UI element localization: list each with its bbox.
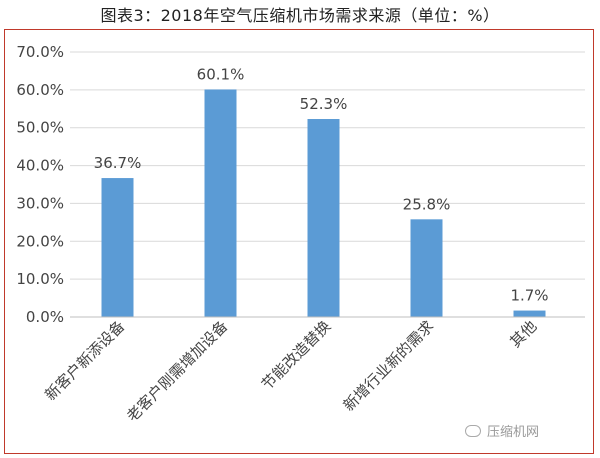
data-label: 1.7% <box>510 287 548 305</box>
bar <box>513 310 546 317</box>
data-label: 60.1% <box>197 65 245 83</box>
chart-frame <box>4 29 594 454</box>
y-tick-label: 50.0% <box>16 119 64 137</box>
data-label: 25.8% <box>403 195 451 213</box>
bar <box>204 89 237 317</box>
y-tick-label: 60.0% <box>16 81 64 99</box>
y-tick-label: 70.0% <box>16 43 64 61</box>
y-tick-label: 10.0% <box>16 270 64 288</box>
data-label: 36.7% <box>94 154 142 172</box>
bar <box>307 119 340 317</box>
x-tick-label: 节能改造替换 <box>258 317 334 393</box>
y-tick-label: 20.0% <box>16 232 64 250</box>
watermark: 压缩机网 <box>465 421 539 440</box>
y-tick-label: 0.0% <box>26 308 64 326</box>
bar <box>101 178 134 317</box>
bar <box>410 219 443 317</box>
x-tick-label: 老客户刚需增加设备 <box>123 317 231 425</box>
chat-bubble-icon <box>465 424 481 437</box>
chart-title: 图表3：2018年空气压缩机市场需求来源（单位：%） <box>100 6 500 25</box>
watermark-text: 压缩机网 <box>487 425 540 440</box>
y-tick-label: 40.0% <box>16 157 64 175</box>
x-tick-label: 其他 <box>506 317 540 351</box>
data-label: 52.3% <box>300 95 348 113</box>
y-tick-label: 30.0% <box>16 194 64 212</box>
x-tick-label: 新客户新添设备 <box>41 317 128 404</box>
x-tick-label: 新增行业新的需求 <box>340 317 438 415</box>
